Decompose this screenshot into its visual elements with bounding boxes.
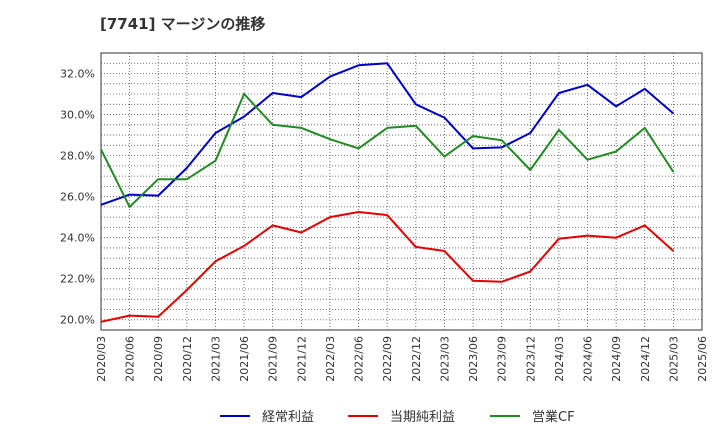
x-tick-label: 2022/03 — [324, 336, 337, 382]
x-tick-label: 2025/06 — [696, 336, 709, 382]
x-tick-label: 2021/03 — [209, 336, 222, 382]
y-tick-label: 20.0% — [60, 314, 95, 327]
x-tick-label: 2023/09 — [496, 336, 509, 382]
legend-label: 営業CF — [532, 409, 575, 425]
series-line-1 — [100, 211, 675, 323]
series-line-2 — [100, 93, 675, 208]
x-tick-label: 2022/09 — [381, 336, 394, 382]
legend-label: 当期純利益 — [390, 410, 455, 425]
plot-frame — [100, 52, 703, 331]
x-tick-label: 2023/12 — [524, 336, 537, 382]
x-tick-label: 2020/03 — [95, 336, 108, 382]
x-tick-label: 2024/06 — [582, 336, 595, 382]
chart-title: [7741] マージンの推移 — [100, 15, 266, 33]
y-tick-label: 24.0% — [60, 232, 95, 245]
y-tick-label: 32.0% — [60, 68, 95, 81]
y-tick-label: 30.0% — [60, 109, 95, 122]
x-tick-label: 2023/03 — [438, 336, 451, 382]
x-tick-label: 2020/12 — [181, 336, 194, 382]
x-tick-label: 2022/12 — [410, 336, 423, 382]
x-tick-label: 2020/06 — [124, 336, 137, 382]
x-tick-label: 2024/09 — [610, 336, 623, 382]
y-tick-label: 26.0% — [60, 191, 95, 204]
x-tick-label: 2023/06 — [467, 336, 480, 382]
y-tick-label: 28.0% — [60, 150, 95, 163]
x-tick-label: 2021/12 — [295, 336, 308, 382]
x-tick-label: 2024/03 — [553, 336, 566, 382]
x-tick-label: 2024/12 — [639, 336, 652, 382]
y-tick-label: 22.0% — [60, 273, 95, 286]
x-tick-label: 2020/09 — [152, 336, 165, 382]
x-tick-label: 2021/06 — [238, 336, 251, 382]
series-line-0 — [100, 62, 675, 206]
plot-area — [101, 53, 702, 330]
x-tick-label: 2025/03 — [667, 336, 680, 382]
x-tick-label: 2021/09 — [267, 336, 280, 382]
legend-label: 経常利益 — [262, 410, 314, 425]
x-tick-label: 2022/06 — [353, 336, 366, 382]
